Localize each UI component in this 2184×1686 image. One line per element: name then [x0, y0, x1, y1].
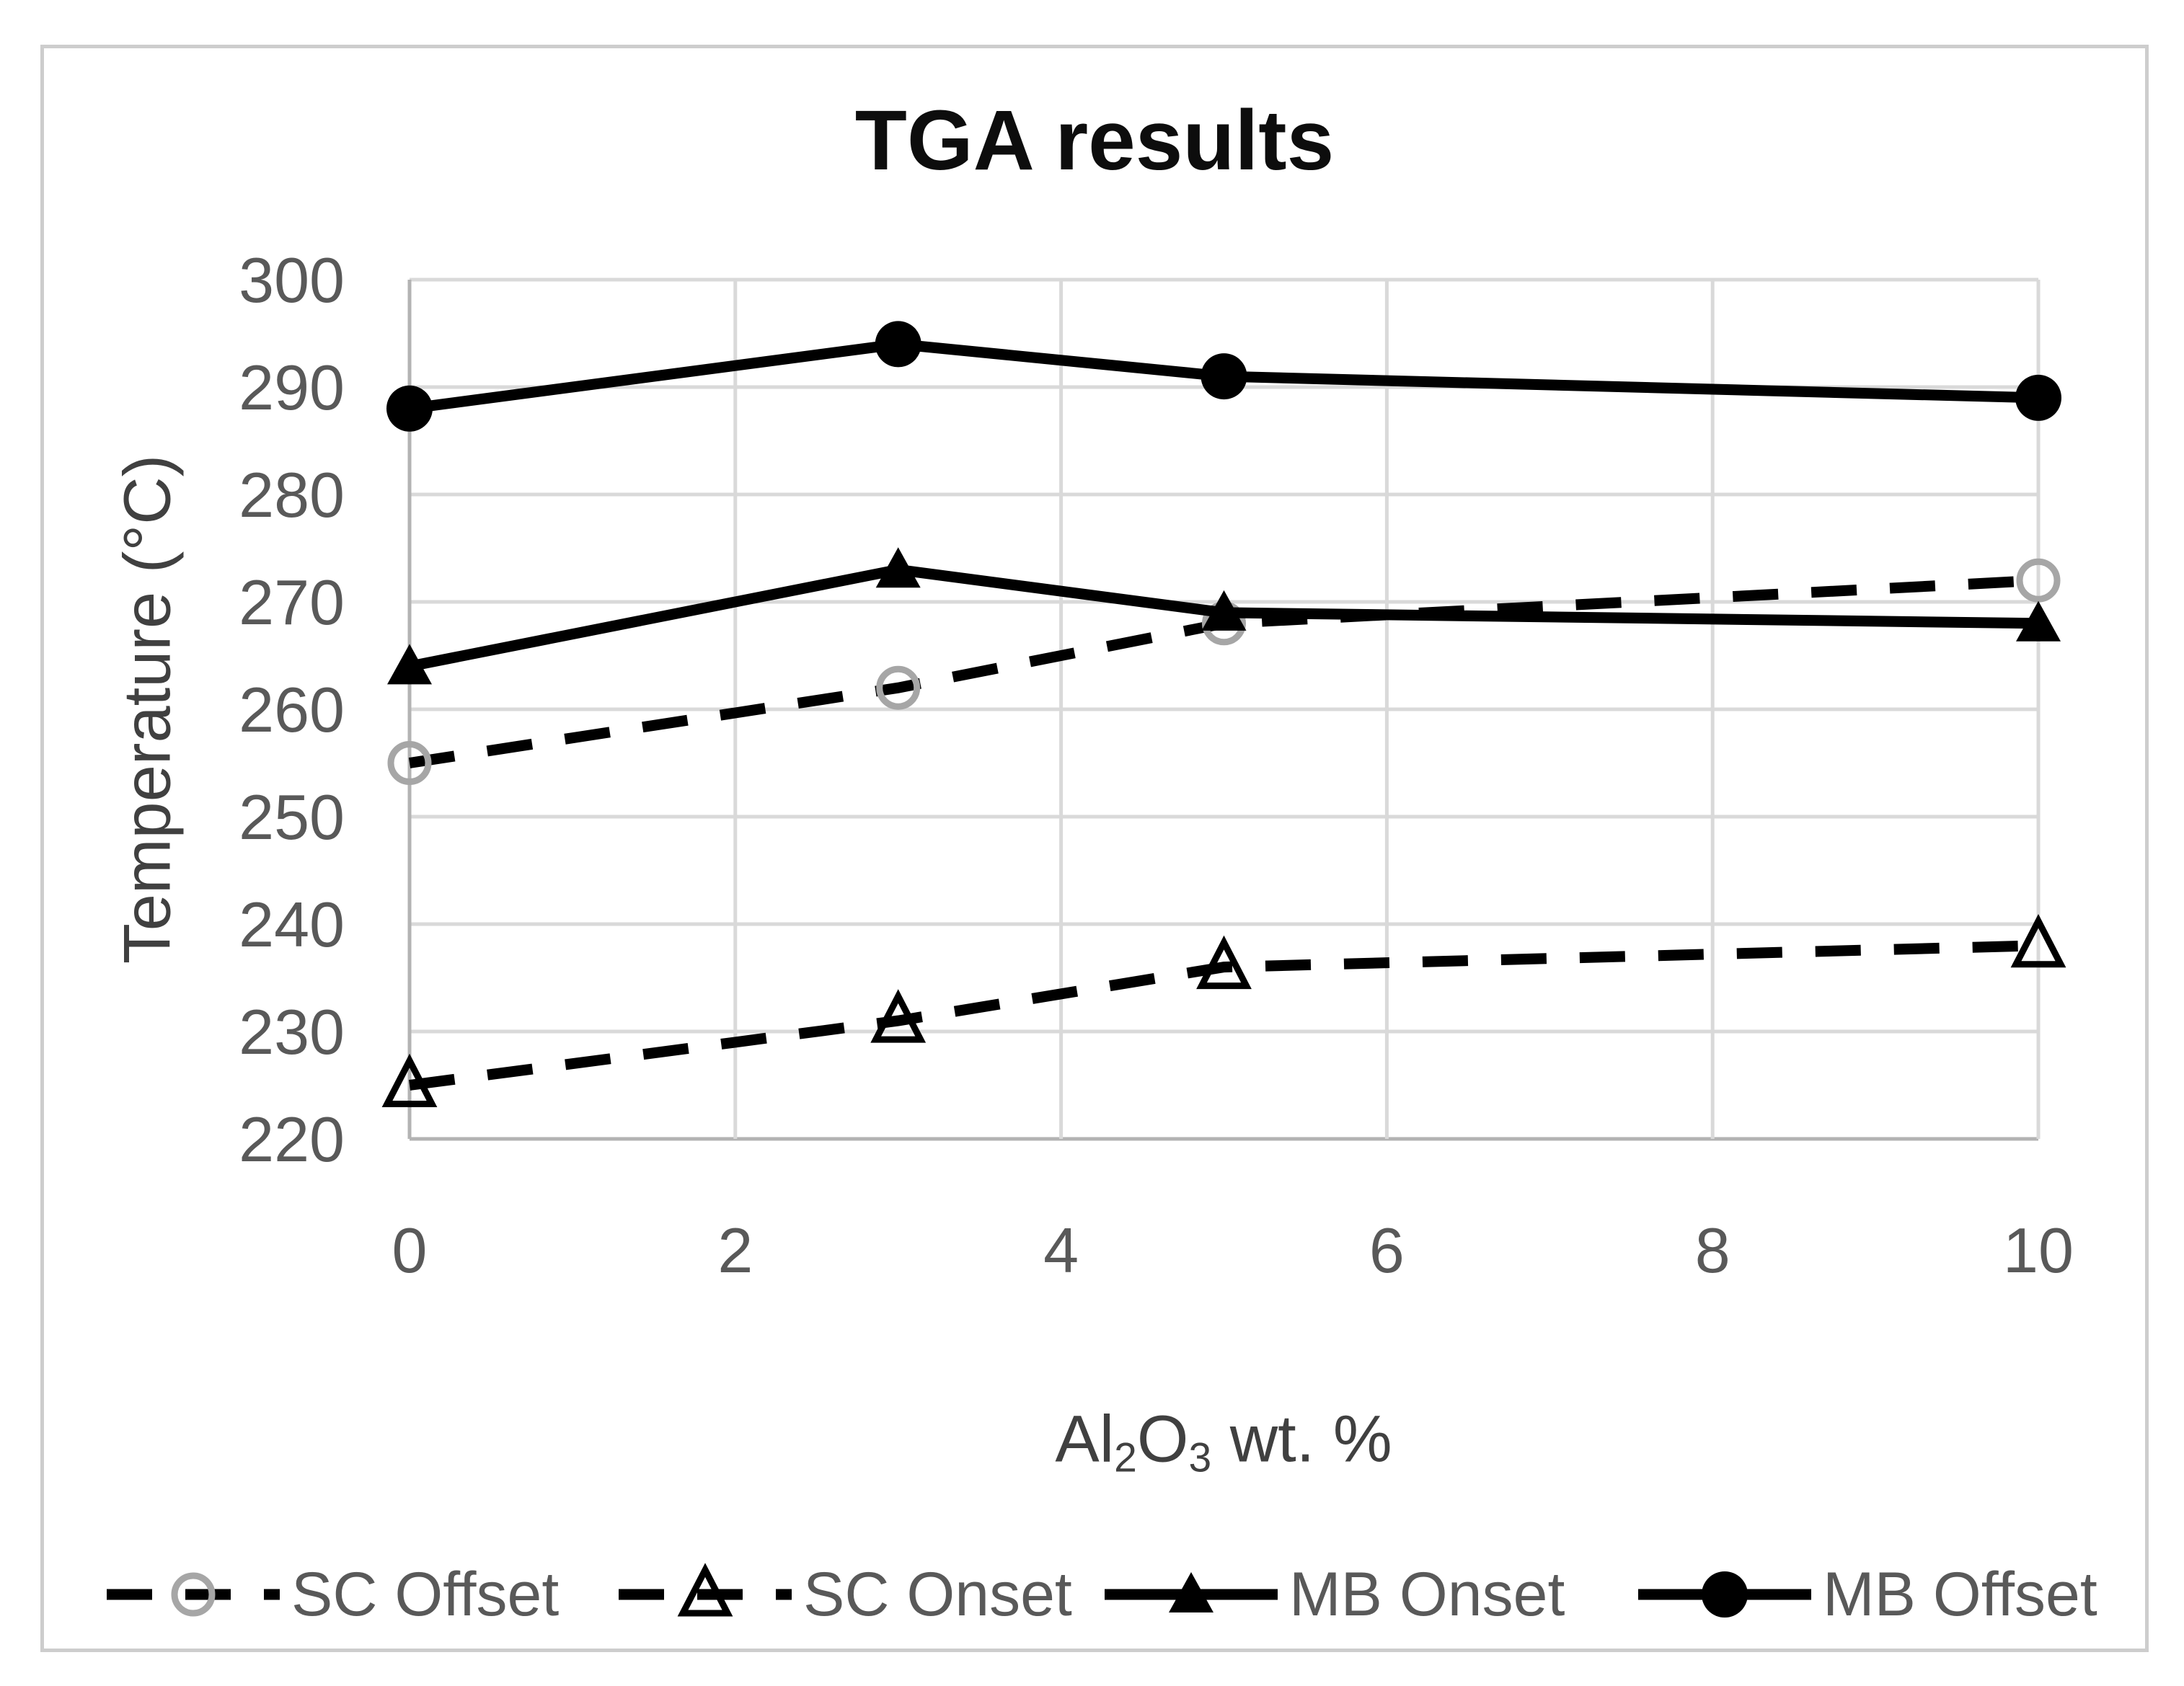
x-tick-label: 6: [1369, 1215, 1405, 1286]
figure-frame: [40, 45, 2149, 1652]
open-circle-marker: [387, 741, 432, 785]
x-tick-label: 10: [2003, 1215, 2074, 1286]
x-axis-title-text: Al: [1055, 1402, 1115, 1476]
open-triangle-marker: [1196, 935, 1252, 990]
x-tick-label: 4: [1043, 1215, 1079, 1286]
y-tick-label: 290: [239, 352, 345, 423]
filled-circle-marker: [2015, 374, 2061, 421]
filled-circle-marker: [875, 321, 921, 368]
filled-triangle-marker: [2016, 600, 2061, 642]
x-tick-label: 8: [1695, 1215, 1730, 1286]
x-axis-title-text: wt. %: [1211, 1402, 1392, 1476]
open-triangle-marker: [381, 1053, 438, 1107]
x-tick-label: 2: [717, 1215, 753, 1286]
series-line-mb-offset: [409, 338, 2039, 414]
y-tick-label: 270: [239, 567, 345, 638]
open-circle-marker: [876, 665, 921, 710]
x-axis-title-text: O: [1136, 1402, 1189, 1476]
y-tick-label: 300: [239, 244, 345, 316]
x-tick-label: 0: [392, 1215, 428, 1286]
filled-triangle-marker: [387, 644, 432, 685]
filled-circle-marker: [1201, 353, 1247, 400]
y-tick-label: 230: [239, 996, 345, 1068]
open-circle-marker: [2016, 558, 2061, 603]
chart-title: TGA results: [854, 93, 1335, 188]
y-tick-label: 220: [239, 1104, 345, 1175]
y-tick-label: 240: [239, 889, 345, 960]
filled-triangle-marker: [1201, 590, 1247, 631]
filled-circle-marker: [386, 385, 433, 432]
series-line-sc-offset: [408, 574, 2039, 768]
y-axis-title: Temperature (°C): [110, 454, 185, 964]
y-tick-label: 280: [239, 459, 345, 531]
x-axis-title-subscript: 2: [1114, 1434, 1137, 1481]
filled-triangle-marker: [875, 547, 921, 588]
open-triangle-marker: [870, 989, 927, 1043]
x-axis-title: Al2O3 wt. %: [1055, 1401, 1392, 1481]
series-line-mb-onset: [408, 564, 2039, 672]
x-axis-title-subscript: 3: [1188, 1434, 1212, 1481]
y-tick-label: 260: [239, 674, 345, 745]
series-line-sc-onset: [409, 940, 2039, 1091]
open-triangle-marker: [2010, 913, 2066, 968]
y-tick-label: 250: [239, 781, 345, 853]
